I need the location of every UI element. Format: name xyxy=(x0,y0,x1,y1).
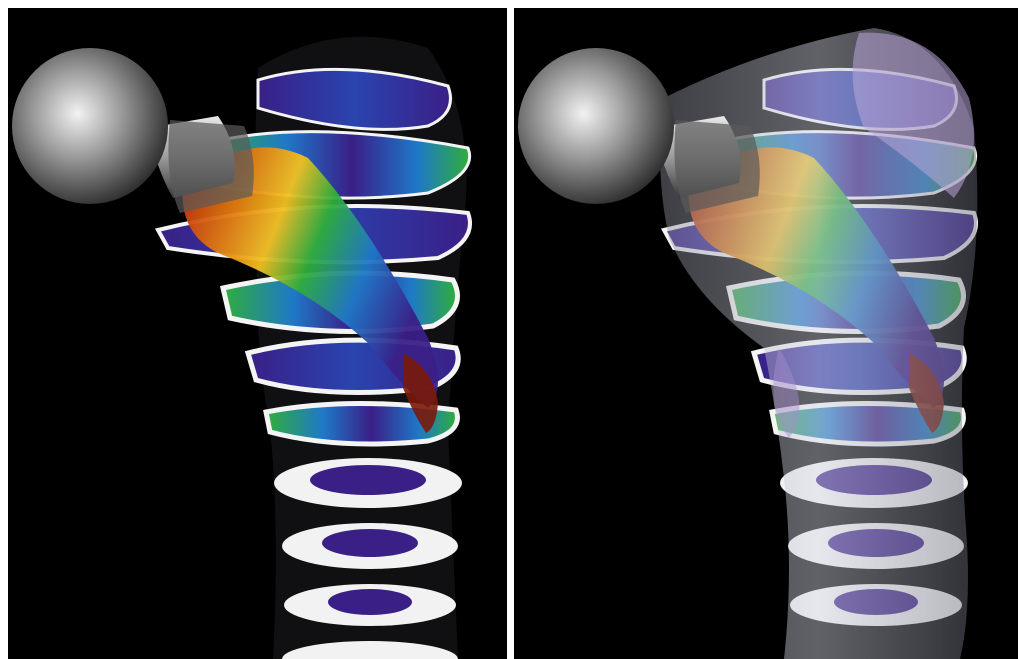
section-10 xyxy=(282,641,458,659)
implant-stem xyxy=(182,147,438,409)
section-1 xyxy=(256,67,452,131)
stem-tip xyxy=(403,353,438,433)
section-8-core xyxy=(322,529,418,557)
left-panel-render xyxy=(8,8,507,659)
section-9-core xyxy=(328,589,412,615)
neck-collar xyxy=(674,120,760,213)
neck-collar xyxy=(168,120,254,213)
right-panel-render xyxy=(514,8,1018,659)
lesser-trochanter xyxy=(773,348,800,438)
section-6 xyxy=(263,401,460,447)
femoral-head xyxy=(12,48,168,204)
right-scene xyxy=(518,28,978,659)
greater-trochanter xyxy=(852,32,974,199)
left-scene xyxy=(12,36,472,659)
section-7-core xyxy=(310,465,426,495)
femoral-head xyxy=(518,48,674,204)
